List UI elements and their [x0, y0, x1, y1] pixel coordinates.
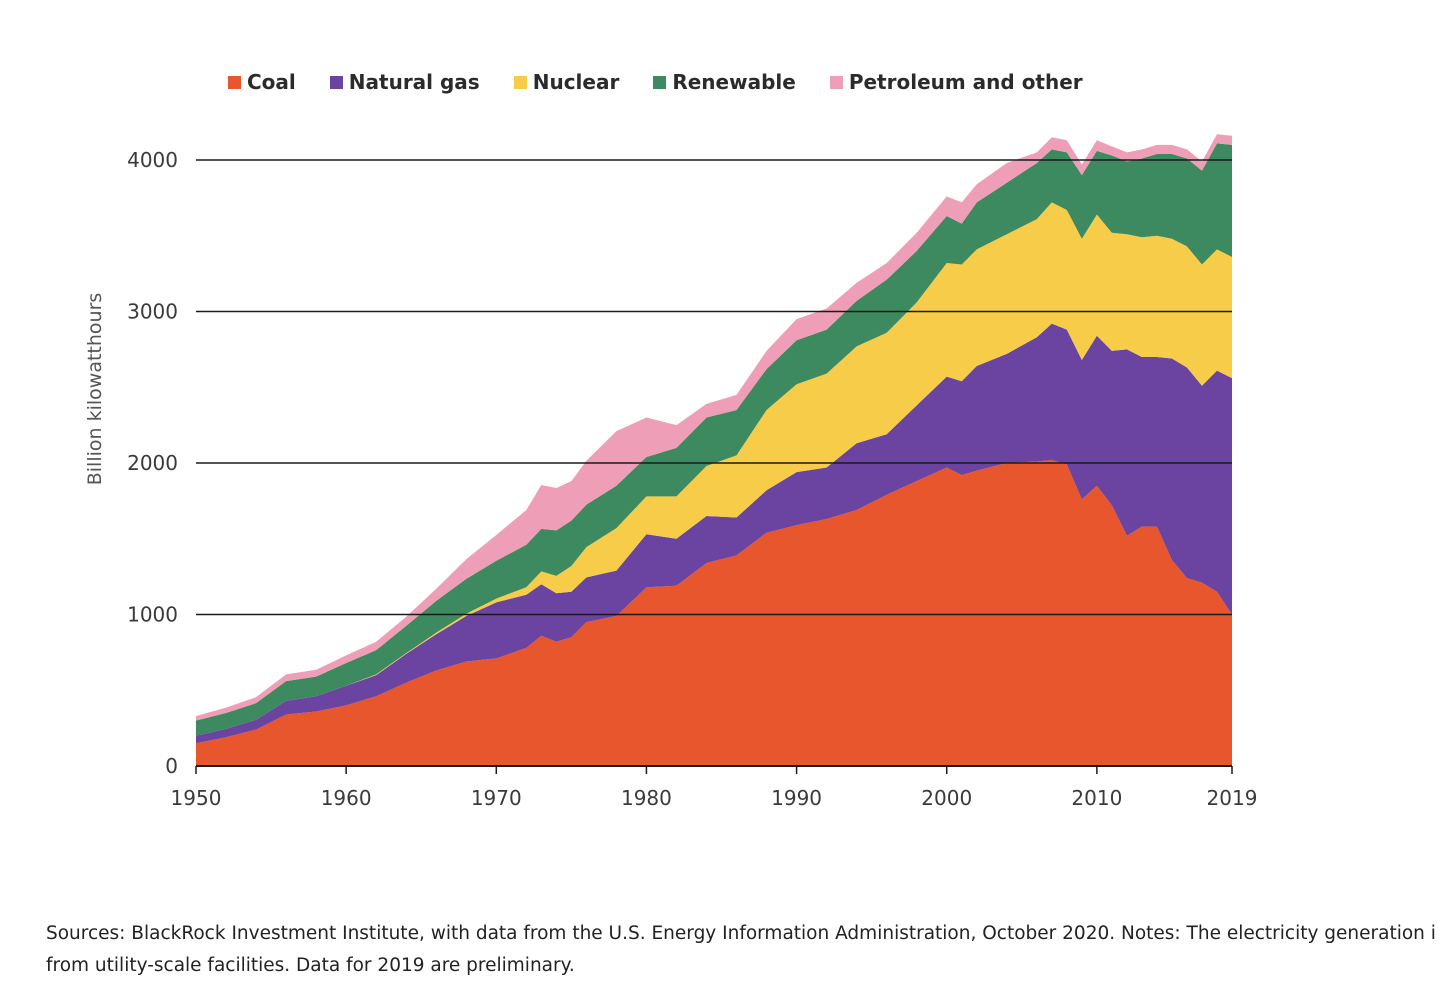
source-note-line-1: Sources: BlackRock Investment Institute,…	[46, 923, 1436, 944]
legend-swatch-natural-gas	[329, 75, 343, 89]
x-tick-label-1960: 1960	[321, 786, 372, 810]
legend-label-natural-gas: Natural gas	[348, 70, 480, 94]
area-natural-gas	[196, 323, 1232, 744]
source-note: Sources: BlackRock Investment Institute,…	[46, 918, 1444, 982]
legend-item-natural-gas: Natural gas	[329, 70, 480, 94]
y-axis-label: Billion kilowatthours	[84, 293, 106, 486]
legend-item-coal: Coal	[228, 70, 296, 94]
source-note-line-2: from utility-scale facilities. Data for …	[46, 955, 575, 976]
chart: Coal Natural gas Nuclear Renewable Petroleum…	[84, 70, 1258, 810]
legend-swatch-renewable	[653, 75, 667, 89]
legend-swatch-coal	[228, 75, 241, 89]
legend-swatch-petroleum-and-other	[829, 75, 843, 89]
legend-item-nuclear: Nuclear	[513, 70, 620, 94]
legend-item-petroleum-and-other: Petroleum and other	[829, 70, 1083, 94]
area-nuclear	[196, 202, 1232, 736]
legend: Coal Natural gas Nuclear Renewable Petroleum…	[228, 70, 1117, 94]
x-tick-label-2010: 2010	[1071, 786, 1122, 810]
chart-svg: 1950 1960 1970 1980 1990 2000 2010 2019 0 1000 200…	[84, 134, 1258, 810]
x-tick-label-1980: 1980	[621, 786, 672, 810]
x-tick-label-1990: 1990	[771, 786, 822, 810]
legend-label-petroleum-and-other: Petroleum and other	[848, 70, 1083, 94]
legend-item-renewable: Renewable	[653, 70, 796, 94]
legend-label-coal: Coal	[247, 70, 296, 94]
y-tick-label-4000: 4000	[127, 148, 178, 172]
legend-label-renewable: Renewable	[672, 70, 796, 94]
legend-label-nuclear: Nuclear	[532, 70, 620, 94]
y-tick-label-0: 0	[165, 754, 178, 778]
area-renewable	[196, 143, 1232, 736]
area-coal	[196, 459, 1232, 766]
x-tick-label-1950: 1950	[171, 786, 222, 810]
area-petroleum-and-other	[196, 134, 1232, 721]
x-tick-label-2000: 2000	[921, 786, 972, 810]
y-tick-label-3000: 3000	[127, 300, 178, 324]
x-tick-label-1970: 1970	[471, 786, 522, 810]
x-tick-label-2019: 2019	[1207, 786, 1258, 810]
legend-swatch-nuclear	[513, 75, 527, 89]
y-tick-label-1000: 1000	[127, 603, 178, 627]
y-tick-label-2000: 2000	[127, 451, 178, 475]
